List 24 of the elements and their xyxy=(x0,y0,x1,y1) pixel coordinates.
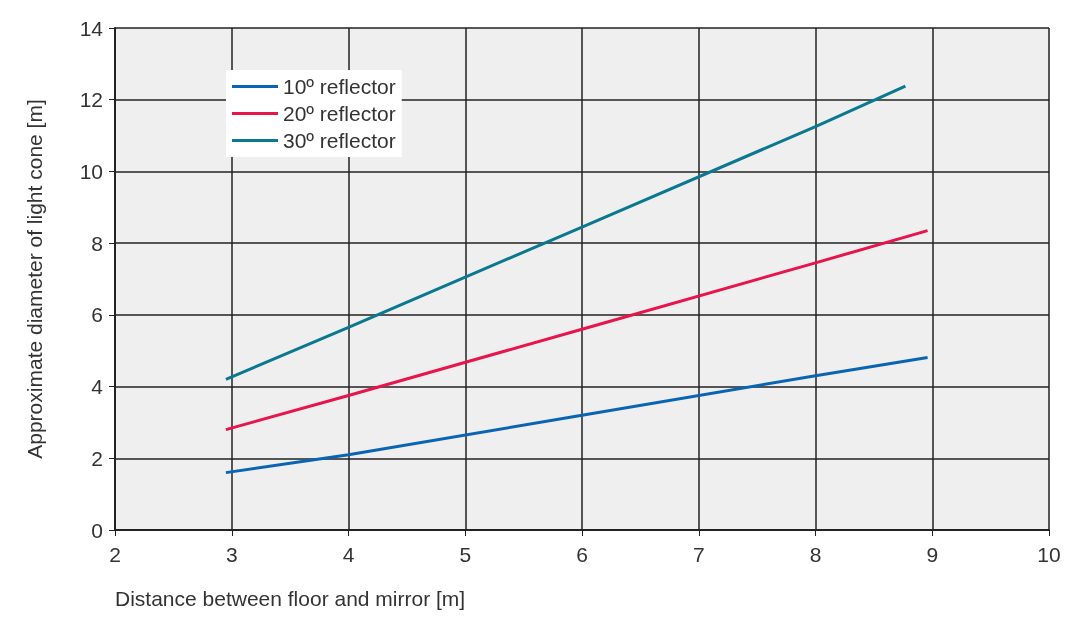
line-series xyxy=(224,229,930,432)
y-tick-label: 2 xyxy=(91,446,103,470)
x-tick-label: 7 xyxy=(692,543,705,566)
y-tick-label: 6 xyxy=(91,303,103,327)
x-axis-title: Distance between floor and mirror [m] xyxy=(115,587,466,610)
x-tick-label: 4 xyxy=(342,543,355,566)
x-tick-label: 6 xyxy=(576,543,588,566)
x-tick-label: 10 xyxy=(1037,543,1061,566)
y-tick-label: 0 xyxy=(91,518,103,542)
legend-label: 20º reflector xyxy=(283,102,396,125)
y-tick-label: 12 xyxy=(79,88,103,112)
y-tick-label: 10 xyxy=(79,159,103,183)
y-tick-label: 14 xyxy=(79,16,104,40)
y-axis-title: Approximate diameter of light cone [m] xyxy=(23,99,46,459)
x-tick-label: 8 xyxy=(809,543,822,566)
x-tick-label: 2 xyxy=(109,543,121,566)
y-tick-label: 4 xyxy=(91,375,104,399)
x-tick-label: 5 xyxy=(459,543,472,566)
line-series xyxy=(224,356,930,475)
x-tick-label: 9 xyxy=(926,543,939,566)
legend-label: 10º reflector xyxy=(283,75,396,98)
x-tick-label: 3 xyxy=(225,543,238,566)
y-tick-label: 8 xyxy=(91,231,103,255)
legend-label: 30º reflector xyxy=(283,129,396,152)
